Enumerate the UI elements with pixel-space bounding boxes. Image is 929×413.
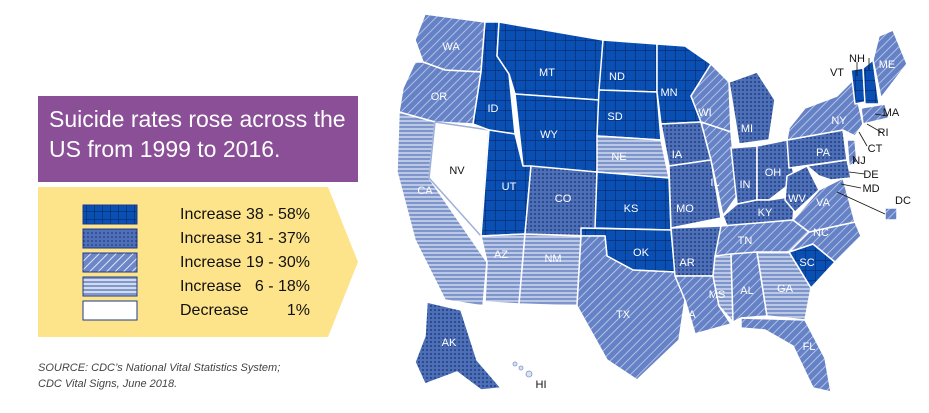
label-il: IL [710,177,719,189]
label-al: AL [740,285,753,297]
source-line-2: CDC Vital Signs, June 2018. [38,378,178,390]
label-co: CO [555,193,572,205]
state-ga [756,251,812,321]
state-nd [598,39,658,93]
legend-range-2: 31 - 37% [245,230,310,247]
legend-range-4: 6 - 18% [254,278,310,295]
label-ky: KY [758,207,773,219]
label-wv: WV [788,193,806,205]
legend-range-5: 1% [286,302,310,319]
label-sc: SC [799,257,814,269]
state-nm [518,233,582,307]
legend-label-5: Decrease [180,302,249,319]
state-ak [414,301,502,391]
label-hi: HI [536,379,547,391]
label-ma: MA [883,107,900,119]
label-nh: NH [849,53,865,65]
label-nv: NV [449,165,465,177]
source-note: SOURCE: CDC’s National Vital Statistics … [38,360,280,392]
state-me [872,29,908,99]
label-wy: WY [540,129,558,141]
label-md: MD [862,183,879,195]
label-az: AZ [494,249,508,261]
label-ut: UT [502,181,517,193]
state-ks [594,171,672,231]
label-tx: TX [616,309,631,321]
state-mi [728,71,776,145]
state-va [792,177,856,233]
label-la: LA [682,309,696,321]
label-de: DE [863,169,878,181]
state-ne [596,135,670,179]
state-il [700,121,738,217]
label-vt: VT [830,67,844,79]
label-sd: SD [607,111,622,123]
legend-label-3: Increase [180,254,242,271]
label-ia: IA [672,149,683,161]
label-wa: WA [442,41,460,53]
label-nm: NM [544,253,561,265]
legend-swatch-horizontal [82,276,138,297]
us-map: WA OR CA NV ID MT WY UT AZ NM CO ND SD N… [396,13,911,393]
legend-swatch-grid [82,204,138,225]
label-mt: MT [539,67,555,79]
legend-label-4: Increase [180,278,242,295]
legend-swatch-diagonal [82,252,138,273]
label-ny: NY [831,115,847,127]
label-oh: OH [765,167,782,179]
label-or: OR [431,91,448,103]
state-wi [690,63,732,133]
legend-panel: Increase 38 - 58% Increase 31 - 37% Incr… [38,187,358,337]
label-nj: NJ [852,155,865,167]
label-tn: TN [738,235,753,247]
state-mt [496,21,604,101]
state-al [730,251,768,323]
state-hi [512,361,533,378]
label-ks: KS [624,203,639,215]
label-ms: MS [709,289,726,301]
title-banner: Suicide rates rose across the US from 19… [38,96,358,182]
legend-range-3: 19 - 30% [245,254,310,271]
legend-label-2: Increase [180,230,242,247]
label-nd: ND [609,71,625,83]
state-nh [862,59,880,105]
state-wv [784,165,820,213]
label-ok: OK [633,247,650,259]
legend-background [38,187,358,337]
label-ga: GA [777,283,794,295]
label-me: ME [879,59,896,71]
legend-swatch-decrease [82,300,138,321]
title-text: Suicide rates rose across the US from 19… [49,106,346,162]
state-ms [712,253,734,323]
label-ar: AR [679,257,694,269]
state-dc [884,207,898,221]
legend-swatch-dots [82,228,138,249]
label-id: ID [488,103,499,115]
label-wi: WI [698,107,711,119]
state-ny [786,79,864,141]
label-ne: NE [611,151,626,163]
label-mo: MO [676,203,694,215]
state-md [806,159,852,181]
label-dc: DC [895,195,911,207]
label-mi: MI [741,123,753,135]
state-mo [668,159,722,229]
legend-label-1: Increase [180,206,242,223]
label-fl: FL [803,341,816,353]
label-ca: CA [417,185,433,197]
label-ak: AK [442,337,457,349]
state-az [480,233,526,305]
source-line-1: SOURCE: CDC’s National Vital Statistics … [38,362,281,374]
label-ct: CT [868,143,883,155]
state-fl [740,317,832,393]
label-ri: RI [878,127,889,139]
label-va: VA [816,197,831,209]
label-pa: PA [816,147,831,159]
legend-range-1: 38 - 58% [245,206,310,223]
label-in: IN [740,179,751,191]
label-mn: MN [660,87,677,99]
label-nc: NC [813,227,829,239]
